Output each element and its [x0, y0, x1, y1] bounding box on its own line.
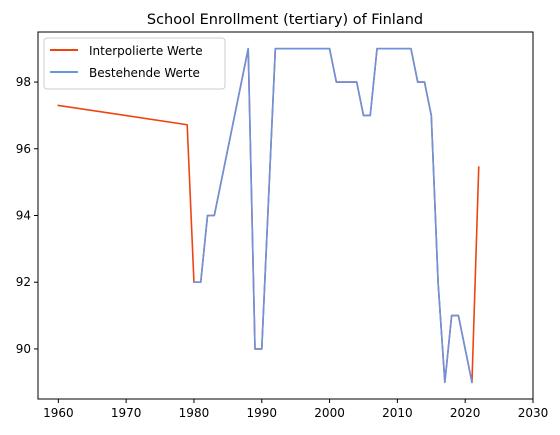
- y-tick-label-92: 92: [16, 275, 31, 289]
- x-tick-label-1990: 1990: [246, 406, 277, 420]
- data-point-1-17: [430, 115, 432, 117]
- data-point-1-22: [471, 382, 473, 384]
- data-point-1-3: [214, 215, 216, 217]
- x-tick-label-1970: 1970: [111, 406, 142, 420]
- x-tick-label-2000: 2000: [314, 406, 345, 420]
- x-tick-label-2030: 2030: [518, 406, 549, 420]
- data-point-1-19: [444, 382, 446, 384]
- chart-title: School Enrollment (tertiary) of Finland: [147, 12, 423, 28]
- data-point-0-0: [58, 105, 60, 107]
- data-point-1-4: [247, 48, 249, 50]
- data-point-1-10: [356, 81, 358, 83]
- data-point-1-15: [417, 81, 419, 83]
- y-tick-label-98: 98: [16, 75, 31, 89]
- data-point-1-16: [424, 81, 426, 83]
- legend-label-existing: Bestehende Werte: [89, 66, 200, 80]
- y-tick-label-90: 90: [16, 342, 31, 356]
- series-line-existing: [193, 47, 473, 384]
- data-point-1-5: [254, 348, 256, 350]
- data-point-1-1: [200, 281, 202, 283]
- axes: 1960 1970 1980 1990 2000 2010 2020 2030 90 92 94 96…: [16, 75, 549, 420]
- x-tick-label-1980: 1980: [179, 406, 210, 420]
- x-tick-label-2020: 2020: [450, 406, 481, 420]
- legend-box: [43, 37, 226, 90]
- x-tick-label-1960: 1960: [43, 406, 74, 420]
- data-point-0-25: [478, 166, 480, 168]
- legend: Interpolierte Werte Bestehende Werte: [43, 37, 226, 90]
- data-point-1-20: [451, 315, 453, 317]
- data-point-1-2: [207, 215, 209, 217]
- data-point-1-18: [437, 281, 439, 283]
- data-point-1-13: [376, 48, 378, 50]
- x-tick-label-2010: 2010: [382, 406, 413, 420]
- data-point-1-11: [363, 115, 365, 117]
- data-point-1-21: [458, 315, 460, 317]
- data-point-1-12: [369, 115, 371, 117]
- data-point-1-8: [329, 48, 331, 50]
- data-point-1-0: [193, 281, 195, 283]
- plot-area: [57, 47, 480, 384]
- data-point-1-9: [336, 81, 338, 83]
- y-tick-label-94: 94: [16, 209, 31, 223]
- data-point-1-6: [261, 348, 263, 350]
- y-tick-label-96: 96: [16, 142, 31, 156]
- data-point-1-7: [275, 48, 277, 50]
- data-point-1-14: [410, 48, 412, 50]
- data-point-0-1: [186, 124, 188, 126]
- legend-label-interpolated: Interpolierte Werte: [89, 44, 203, 58]
